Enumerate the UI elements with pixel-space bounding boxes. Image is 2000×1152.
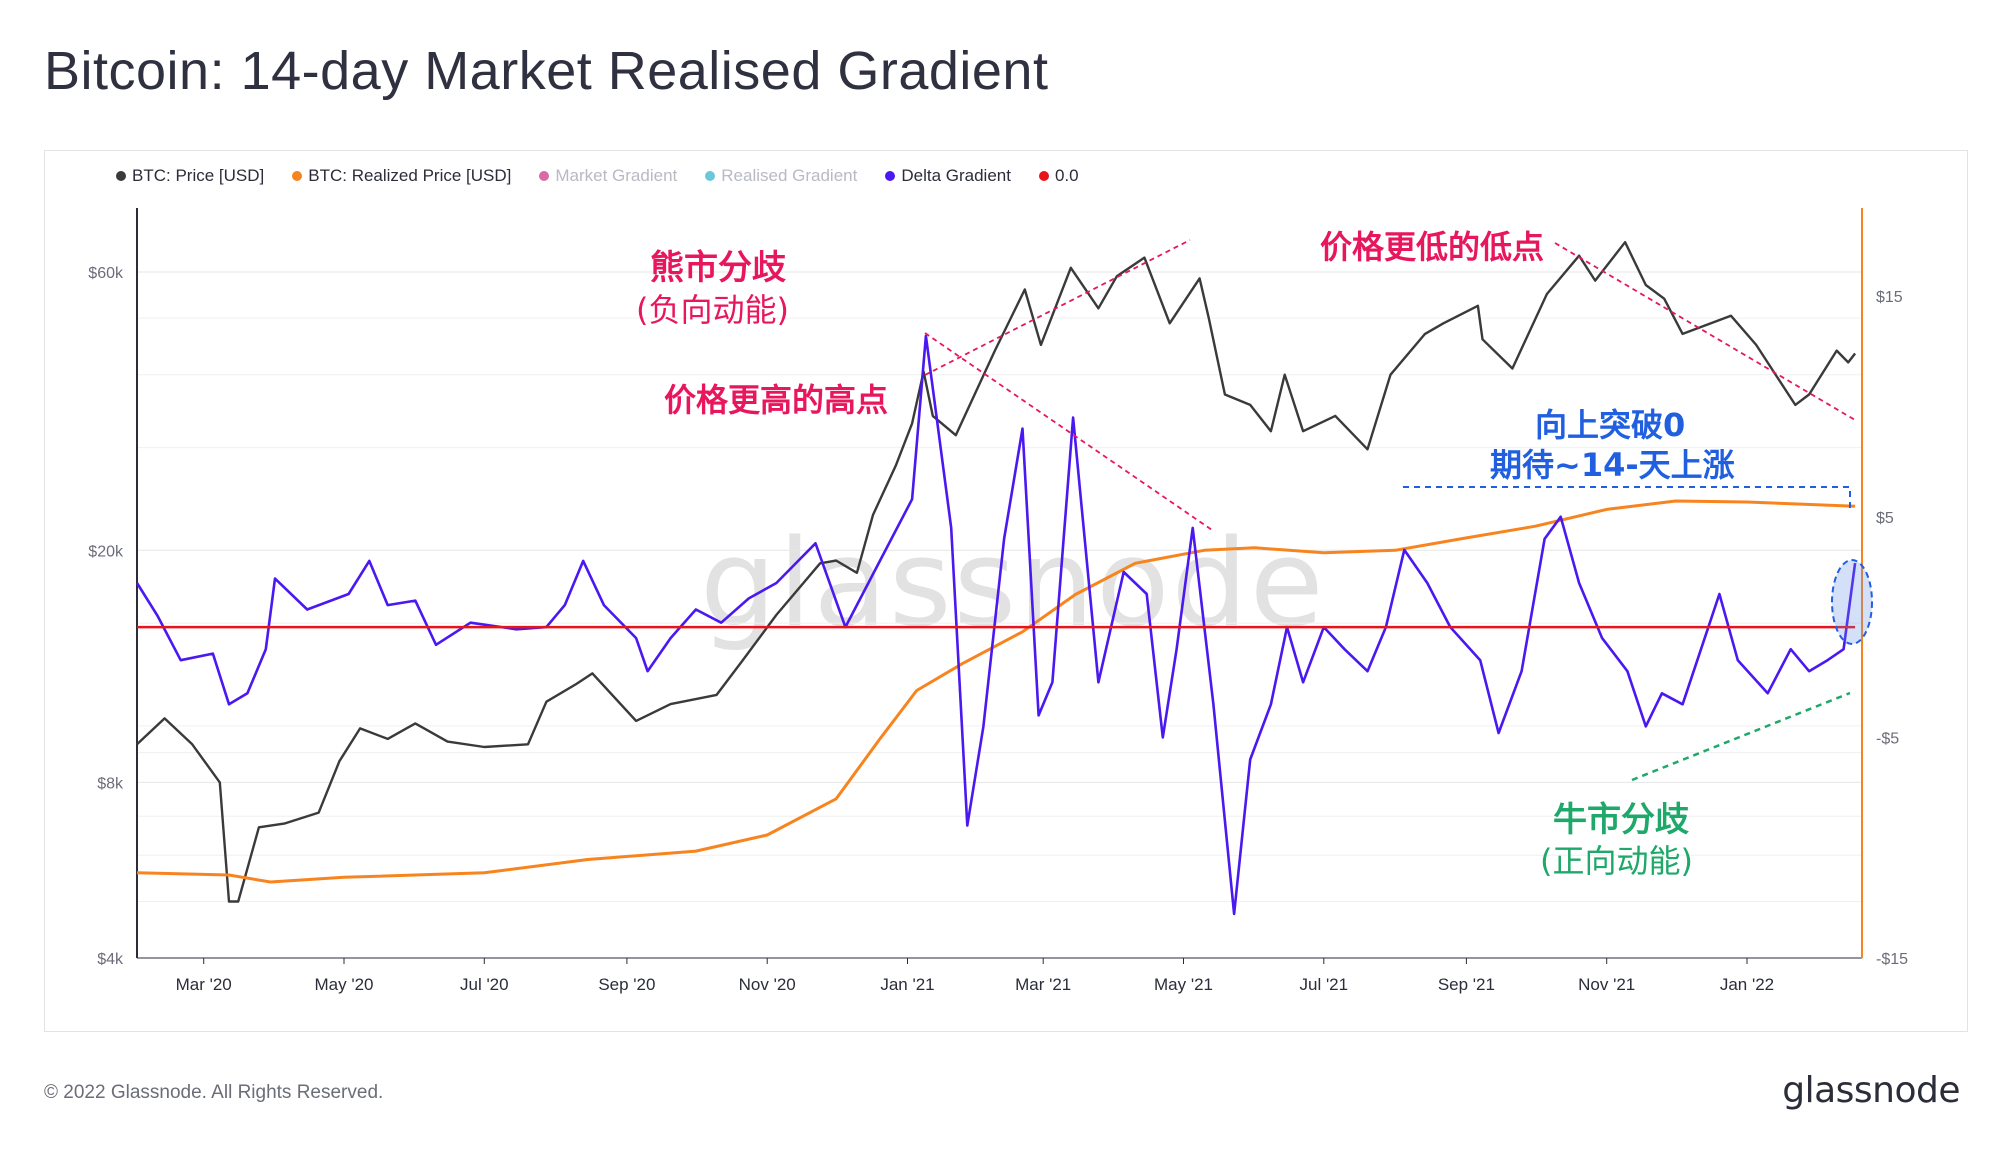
glassnode-logo: glassnode: [1782, 1070, 1960, 1111]
x-tick-label: Nov '20: [739, 975, 796, 994]
x-tick-label: Jul '21: [1299, 975, 1348, 994]
legend-dot: [292, 171, 303, 181]
annotation-bear-divergence: 熊市分歧: [650, 248, 786, 288]
highlight-breakout: [1831, 559, 1873, 645]
guide-break-zero: [1403, 486, 1851, 510]
annotation-bear-divergence-sub: (负向动能): [636, 291, 789, 329]
x-tick-label: Jan '22: [1720, 975, 1774, 994]
legend-label: BTC: Price [USD]: [132, 166, 265, 185]
annotation-lower-low: 价格更低的低点: [1320, 228, 1545, 266]
x-tick-label: May '21: [1154, 975, 1213, 994]
annotation-expect-rise: 期待~14-天上涨: [1490, 446, 1735, 484]
chart-frame: [44, 150, 1968, 1032]
guide-price-higher-high: [924, 239, 1191, 376]
legend-label: Delta Gradient: [901, 166, 1011, 185]
legend-item-market-gradient[interactable]: Market Gradient: [539, 166, 677, 186]
guide-delta-lower-high: [924, 332, 1213, 531]
legend-item-realized-price[interactable]: BTC: Realized Price [USD]: [292, 166, 511, 186]
legend-item-price[interactable]: BTC: Price [USD]: [116, 166, 264, 186]
legend-dot: [1038, 171, 1049, 181]
x-tick-label: Jan '21: [880, 975, 934, 994]
watermark: glassnode: [700, 515, 1326, 654]
y-left-tick-label: $60k: [88, 265, 124, 282]
legend-label: Market Gradient: [555, 166, 678, 185]
y-left-tick-label: $8k: [97, 775, 124, 792]
x-tick-label: Sep '21: [1438, 975, 1495, 994]
x-tick-label: Mar '20: [176, 975, 232, 994]
y-left-tick-label: $20k: [88, 543, 124, 560]
guide-price-lower-low: [1554, 242, 1856, 421]
y-left-tick-label: $4k: [97, 951, 124, 968]
annotation-break-zero: 向上突破0: [1535, 406, 1686, 444]
footer-copyright: © 2022 Glassnode. All Rights Reserved.: [44, 1082, 384, 1103]
x-tick-label: Sep '20: [598, 975, 655, 994]
legend-label: 0.0: [1054, 166, 1079, 185]
series-delta-gradient: [135, 334, 1857, 916]
series-price: [136, 241, 1857, 903]
legend-item-zero[interactable]: 0.0: [1038, 166, 1079, 186]
annotation-bull-divergence-sub: (正向动能): [1540, 842, 1693, 880]
legend-label: BTC: Realized Price [USD]: [308, 166, 512, 185]
legend-dot: [705, 171, 716, 181]
series-realized-price: [136, 499, 1856, 884]
y-right-tick-label: $15: [1876, 289, 1903, 306]
legend-item-delta-gradient[interactable]: Delta Gradient: [885, 166, 1011, 186]
x-tick-label: Mar '21: [1015, 975, 1071, 994]
legend-dot: [539, 171, 550, 181]
legend: BTC: Price [USD] BTC: Realized Price [US…: [116, 166, 1079, 186]
legend-dot: [116, 171, 126, 181]
annotation-higher-high: 价格更高的高点: [664, 381, 889, 419]
x-tick-label: Nov '21: [1578, 975, 1635, 994]
x-tick-label: Jul '20: [460, 975, 509, 994]
legend-label: Realised Gradient: [721, 166, 858, 185]
x-tick-label: May '20: [315, 975, 374, 994]
legend-dot: [885, 171, 896, 181]
y-right-tick-label: -$5: [1876, 730, 1899, 747]
legend-item-realised-gradient[interactable]: Realised Gradient: [705, 166, 857, 186]
annotation-bull-divergence: 牛市分歧: [1553, 800, 1689, 840]
page-title: Bitcoin: 14-day Market Realised Gradient: [44, 41, 1049, 101]
guide-bull-divergence: [1631, 691, 1851, 782]
y-right-tick-label: -$15: [1876, 951, 1908, 968]
y-right-tick-label: $5: [1876, 510, 1894, 527]
